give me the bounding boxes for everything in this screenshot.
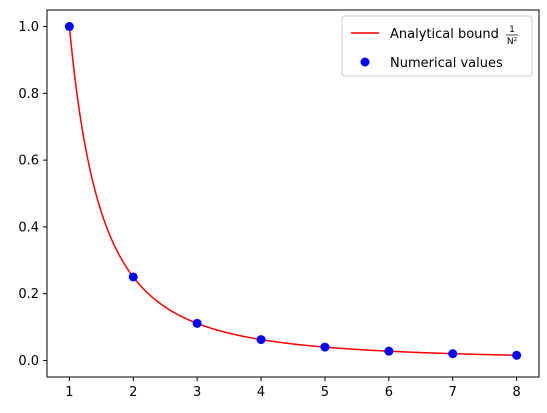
x-axis-ticks: 1 2 3 4 5 6 7 8: [65, 377, 521, 400]
y-tick-label: 0.2: [18, 287, 39, 302]
data-point: [128, 272, 138, 282]
y-tick-label: 0.6: [18, 154, 39, 169]
legend: Analytical bound 1 N² Numerical values: [341, 15, 533, 77]
data-point: [384, 346, 394, 356]
legend-frac-numerator: 1: [509, 25, 515, 35]
legend-label-numerical: Numerical values: [390, 56, 503, 71]
legend-frac-denominator: N²: [507, 37, 518, 47]
analytical-curve: [68, 26, 517, 356]
x-tick-label: 3: [193, 385, 201, 400]
y-tick-label: 0.0: [18, 354, 39, 369]
legend-label-analytical: Analytical bound: [390, 27, 499, 42]
data-point: [192, 318, 202, 328]
x-tick-label: 5: [321, 385, 329, 400]
y-axis-ticks: 0.0 0.2 0.4 0.6 0.8 1.0: [18, 20, 47, 369]
legend-marker-swatch: [360, 57, 370, 67]
analytical-curve-layer: [68, 26, 517, 356]
data-point: [448, 349, 458, 359]
x-tick-label: 2: [129, 385, 137, 400]
y-tick-label: 0.8: [18, 87, 39, 102]
legend-box: [341, 15, 533, 77]
x-tick-label: 6: [385, 385, 393, 400]
data-point: [64, 22, 74, 32]
data-point: [320, 342, 330, 352]
y-tick-label: 0.4: [18, 220, 39, 235]
x-tick-label: 7: [449, 385, 457, 400]
data-point: [256, 335, 266, 345]
numerical-points-layer: [64, 22, 522, 360]
x-tick-label: 1: [65, 385, 73, 400]
y-tick-label: 1.0: [18, 20, 39, 35]
x-tick-label: 8: [512, 385, 520, 400]
x-tick-label: 4: [257, 385, 265, 400]
data-point: [512, 350, 522, 360]
plot-frame: [46, 9, 540, 378]
